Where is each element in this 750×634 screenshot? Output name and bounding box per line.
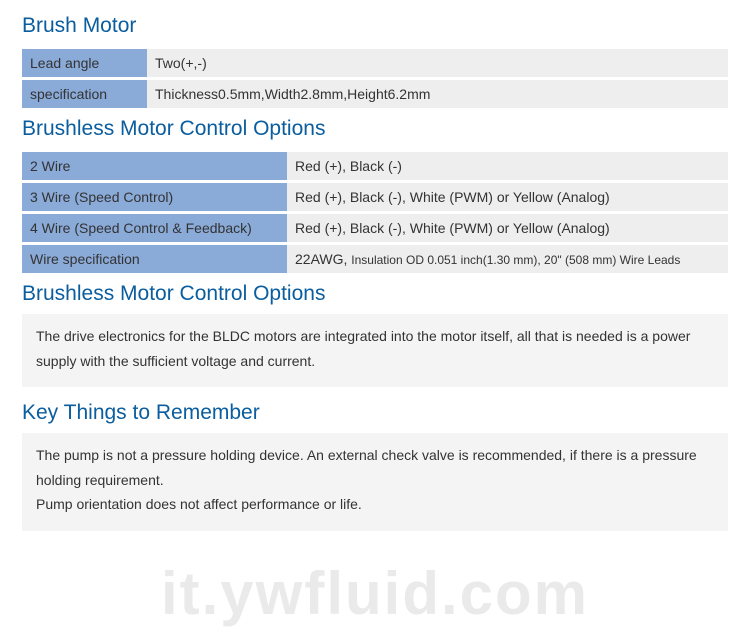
row-label: 2 Wire [22,152,287,180]
row-value: Red (+), Black (-), White (PWM) or Yello… [287,183,728,211]
row-value: Red (+), Black (-) [287,152,728,180]
row-label: specification [22,80,147,108]
row-value: Thickness0.5mm,Width2.8mm,Height6.2mm [147,80,728,108]
table-row: Wire specification 22AWG, Insulation OD … [22,245,728,273]
row-value: 22AWG, Insulation OD 0.051 inch(1.30 mm)… [287,245,728,273]
row-label: 4 Wire (Speed Control & Feedback) [22,214,287,242]
table-row: specification Thickness0.5mm,Width2.8mm,… [22,80,728,108]
brush-motor-heading: Brush Motor [22,14,728,38]
watermark-text: it.ywfluid.com [0,559,750,628]
brushless-options-heading-2: Brushless Motor Control Options [22,282,728,306]
table-row: 2 Wire Red (+), Black (-) [22,152,728,180]
row-label: Lead angle [22,49,147,77]
table-row: 4 Wire (Speed Control & Feedback) Red (+… [22,214,728,242]
brush-motor-table: Lead angle Two(+,-) specification Thickn… [22,46,728,111]
brushless-options-table: 2 Wire Red (+), Black (-) 3 Wire (Speed … [22,149,728,276]
table-row: Lead angle Two(+,-) [22,49,728,77]
table-row: 3 Wire (Speed Control) Red (+), Black (-… [22,183,728,211]
brushless-options-text: The drive electronics for the BLDC motor… [22,314,728,387]
row-label: Wire specification [22,245,287,273]
row-value-tail: Insulation OD 0.051 inch(1.30 mm), 20" (… [351,253,680,267]
key-things-heading: Key Things to Remember [22,401,728,425]
row-label: 3 Wire (Speed Control) [22,183,287,211]
row-value: Red (+), Black (-), White (PWM) or Yello… [287,214,728,242]
brushless-options-heading: Brushless Motor Control Options [22,117,728,141]
row-value-main: 22AWG, [295,251,351,267]
row-value: Two(+,-) [147,49,728,77]
key-things-text: The pump is not a pressure holding devic… [22,433,728,531]
